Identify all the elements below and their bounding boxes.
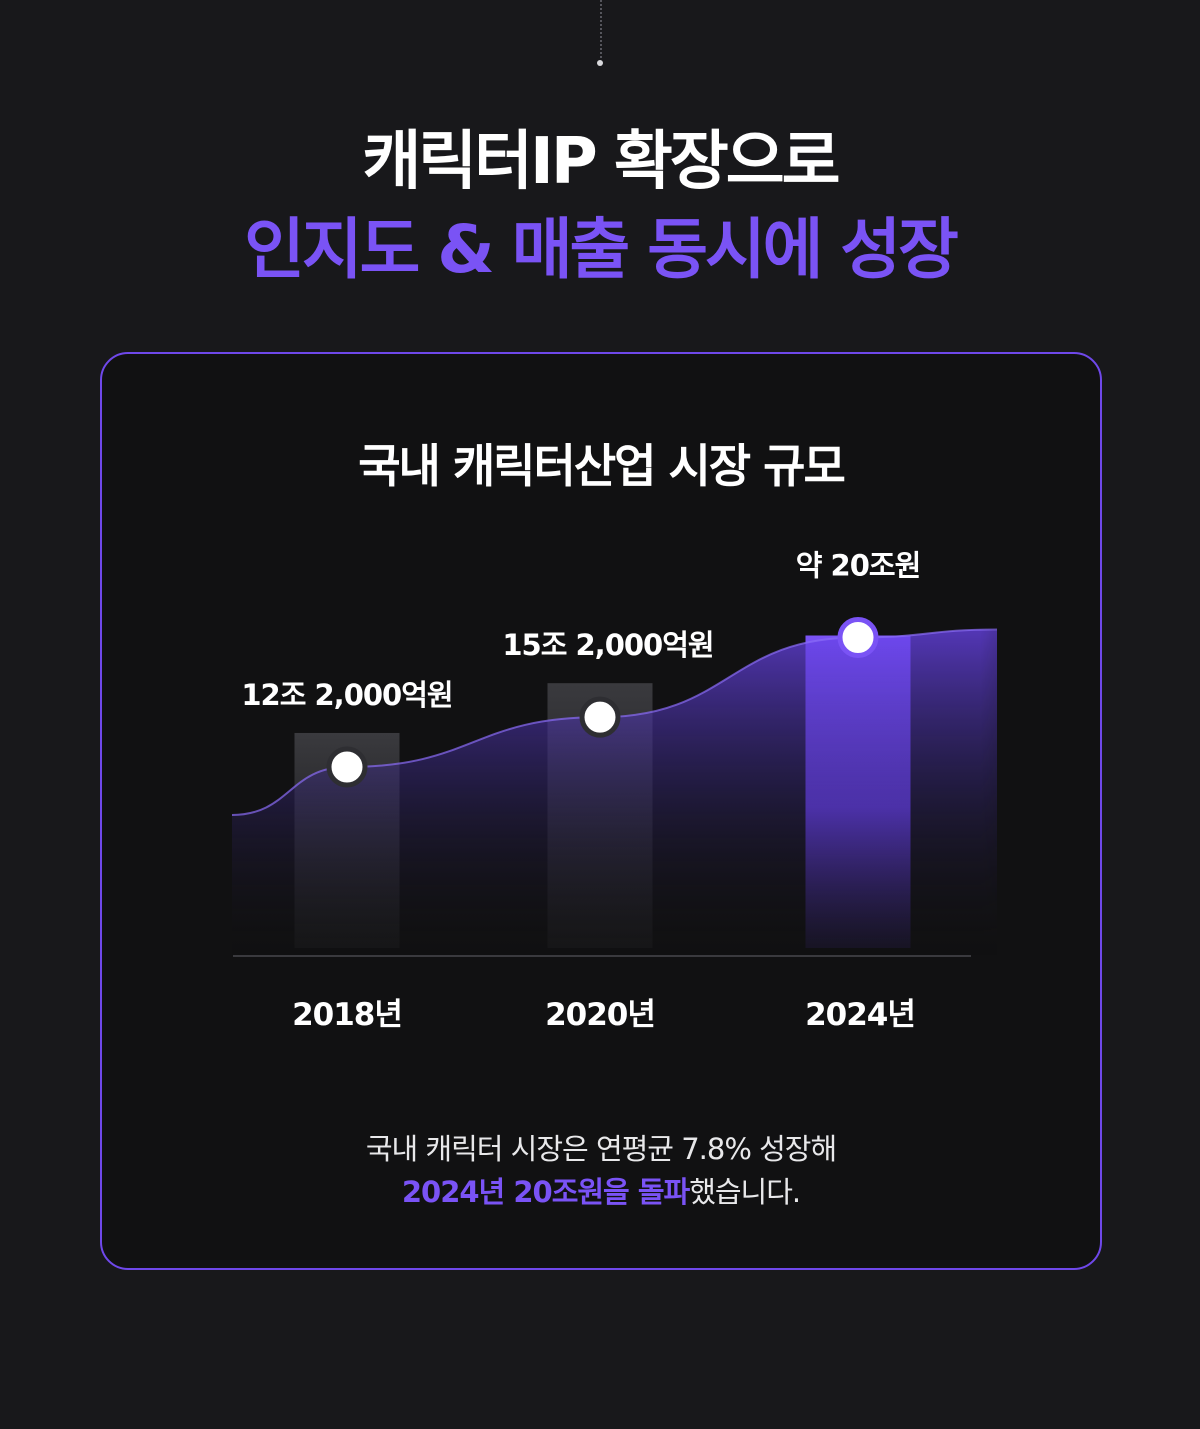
caption-highlight: 2024년 20조원을 돌파: [401, 1175, 690, 1209]
x-tick-label-1: 2020년: [545, 997, 655, 1033]
top-connector-line: [600, 0, 602, 58]
caption-line-1: 국내 캐릭터 시장은 연평균 7.8% 성장해: [365, 1132, 837, 1166]
value-label-0: 12조 2,000억원: [241, 678, 452, 712]
data-point-2: [837, 617, 879, 658]
headline-line-1: 캐릭터IP 확장으로: [362, 125, 840, 199]
x-tick-label-0: 2018년: [292, 997, 402, 1033]
market-size-card: 국내 캐릭터산업 시장 규모: [100, 352, 1102, 1270]
caption-rest: 했습니다.: [689, 1175, 801, 1209]
data-point-1: [579, 696, 621, 738]
chart-title: 국내 캐릭터산업 시장 규모: [358, 439, 846, 493]
top-connector-dot: [597, 60, 603, 66]
headline-line-2: 인지도 & 매출 동시에 성장: [244, 211, 959, 288]
caption-line-2: 2024년 20조원을 돌파했습니다.: [102, 1169, 1100, 1211]
value-label-2: 약 20조원: [796, 549, 921, 583]
value-label-1: 15조 2,000억원: [502, 628, 713, 662]
trend-area: [232, 629, 997, 956]
market-size-chart: 12조 2,000억원 15조 2,000억원 약 20조원 2018년 2020년 20…: [231, 549, 998, 1033]
x-tick-label-2: 2024년: [805, 997, 915, 1033]
data-point-0: [326, 746, 368, 788]
